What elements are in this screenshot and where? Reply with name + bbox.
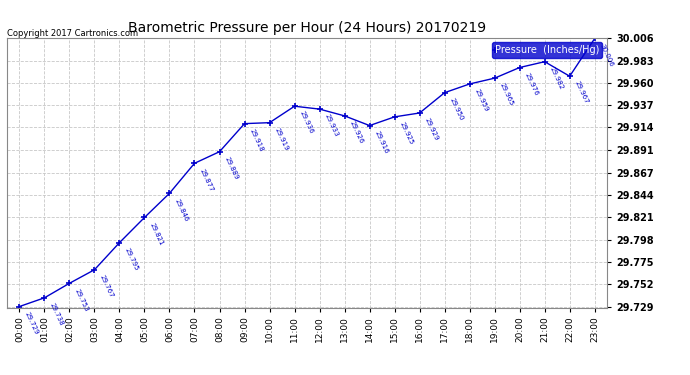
Text: 29.877: 29.877 bbox=[199, 168, 215, 192]
Text: Copyright 2017 Cartronics.com: Copyright 2017 Cartronics.com bbox=[7, 29, 138, 38]
Text: 29.976: 29.976 bbox=[524, 72, 540, 96]
Legend: Pressure  (Inches/Hg): Pressure (Inches/Hg) bbox=[492, 42, 602, 58]
Pressure  (Inches/Hg) bbox=[315, 107, 324, 111]
Text: 29.959: 29.959 bbox=[474, 88, 490, 113]
Text: 29.982: 29.982 bbox=[549, 66, 564, 91]
Text: 29.821: 29.821 bbox=[148, 222, 164, 246]
Pressure  (Inches/Hg) bbox=[90, 267, 99, 272]
Pressure  (Inches/Hg) bbox=[391, 115, 399, 119]
Text: 29.936: 29.936 bbox=[299, 110, 315, 135]
Title: Barometric Pressure per Hour (24 Hours) 20170219: Barometric Pressure per Hour (24 Hours) … bbox=[128, 21, 486, 35]
Text: 29.729: 29.729 bbox=[23, 311, 39, 336]
Pressure  (Inches/Hg) bbox=[140, 215, 148, 220]
Text: 29.919: 29.919 bbox=[274, 127, 290, 152]
Line: Pressure  (Inches/Hg): Pressure (Inches/Hg) bbox=[16, 35, 598, 310]
Pressure  (Inches/Hg) bbox=[466, 82, 474, 86]
Pressure  (Inches/Hg) bbox=[515, 65, 524, 70]
Pressure  (Inches/Hg) bbox=[366, 123, 374, 128]
Text: 29.918: 29.918 bbox=[248, 128, 264, 153]
Text: 29.889: 29.889 bbox=[224, 156, 239, 181]
Text: 29.795: 29.795 bbox=[124, 247, 139, 272]
Pressure  (Inches/Hg) bbox=[266, 120, 274, 125]
Pressure  (Inches/Hg) bbox=[190, 161, 199, 165]
Text: 29.767: 29.767 bbox=[99, 274, 115, 299]
Text: 29.965: 29.965 bbox=[499, 82, 515, 107]
Pressure  (Inches/Hg) bbox=[566, 74, 574, 78]
Pressure  (Inches/Hg) bbox=[440, 90, 449, 95]
Pressure  (Inches/Hg) bbox=[166, 191, 174, 195]
Pressure  (Inches/Hg) bbox=[340, 114, 348, 118]
Pressure  (Inches/Hg) bbox=[115, 240, 124, 245]
Pressure  (Inches/Hg) bbox=[215, 150, 224, 154]
Text: 29.929: 29.929 bbox=[424, 117, 440, 142]
Text: 29.925: 29.925 bbox=[399, 121, 415, 146]
Pressure  (Inches/Hg) bbox=[40, 296, 48, 300]
Text: 29.933: 29.933 bbox=[324, 113, 339, 138]
Pressure  (Inches/Hg) bbox=[491, 76, 499, 80]
Text: 29.950: 29.950 bbox=[448, 97, 464, 122]
Text: 30.006: 30.006 bbox=[599, 43, 615, 68]
Pressure  (Inches/Hg) bbox=[540, 60, 549, 64]
Text: 29.753: 29.753 bbox=[74, 288, 90, 312]
Text: 29.738: 29.738 bbox=[48, 302, 64, 327]
Text: 29.846: 29.846 bbox=[174, 198, 190, 222]
Pressure  (Inches/Hg) bbox=[290, 104, 299, 108]
Text: 29.967: 29.967 bbox=[574, 80, 590, 105]
Text: 29.926: 29.926 bbox=[348, 120, 364, 145]
Pressure  (Inches/Hg) bbox=[66, 281, 74, 285]
Pressure  (Inches/Hg) bbox=[591, 36, 599, 41]
Pressure  (Inches/Hg) bbox=[15, 304, 23, 309]
Pressure  (Inches/Hg) bbox=[240, 122, 248, 126]
Pressure  (Inches/Hg) bbox=[415, 111, 424, 115]
Text: 29.916: 29.916 bbox=[374, 130, 390, 154]
